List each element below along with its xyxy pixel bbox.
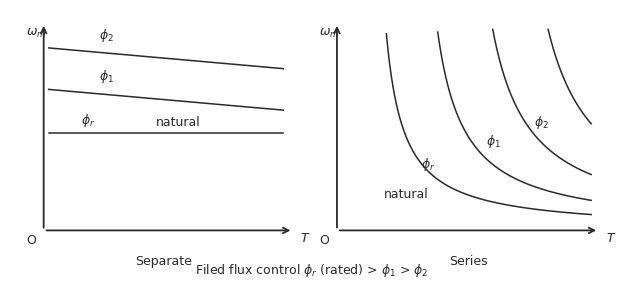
Text: O: O (319, 234, 329, 247)
Text: Separate: Separate (135, 255, 192, 268)
Text: Series: Series (449, 255, 487, 268)
Text: O: O (26, 234, 36, 247)
Text: $\phi_2$: $\phi_2$ (534, 114, 548, 131)
Text: Filed flux control $\phi_r$ (rated) > $\phi_1$ > $\phi_2$: Filed flux control $\phi_r$ (rated) > $\… (195, 262, 429, 279)
Text: T: T (607, 232, 615, 245)
Text: $\phi_r$: $\phi_r$ (81, 112, 95, 129)
Text: $\phi_1$: $\phi_1$ (486, 133, 501, 150)
Text: natural: natural (384, 187, 429, 201)
Text: $\phi_r$: $\phi_r$ (421, 156, 435, 173)
Text: $\omega_m$: $\omega_m$ (26, 27, 47, 40)
Text: natural: natural (156, 116, 201, 129)
Text: $\phi_2$: $\phi_2$ (99, 27, 114, 44)
Text: $\omega_m$: $\omega_m$ (319, 27, 339, 40)
Text: T: T (301, 232, 308, 245)
Text: $\phi_1$: $\phi_1$ (99, 68, 114, 85)
